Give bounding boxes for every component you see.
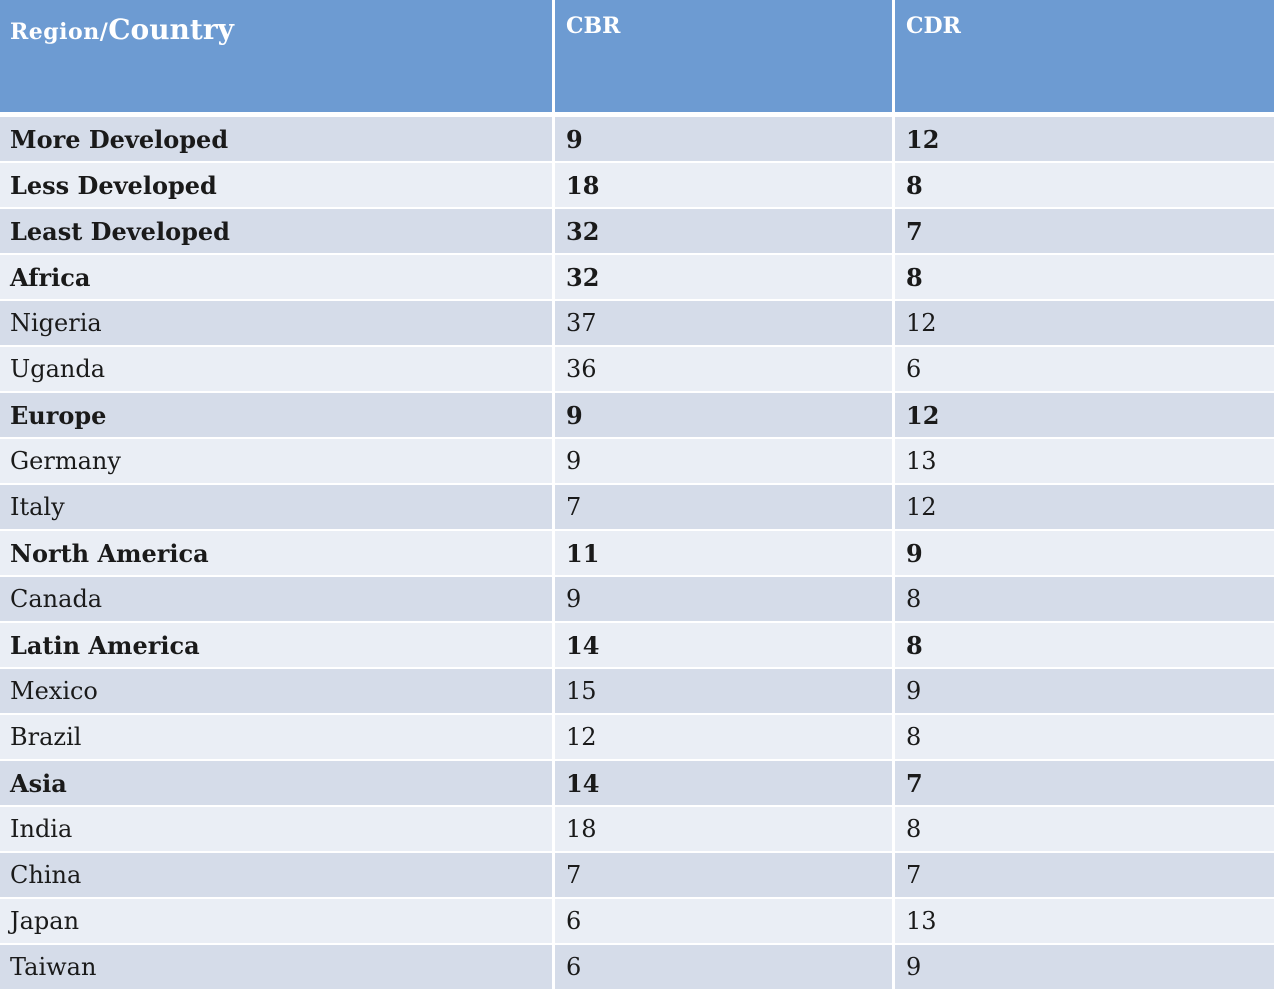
cdr-cell: 8 [895,807,1274,851]
cbr-cell: 32 [555,255,892,299]
region-country-cell: Latin America [0,623,552,667]
header-cell-cdr: CDR [895,0,1274,112]
cbr-cell: 18 [555,807,892,851]
cdr-cell: 8 [895,577,1274,621]
cdr-cell: 9 [895,669,1274,713]
region-country-cell: Nigeria [0,301,552,345]
region-country-cell: Mexico [0,669,552,713]
table-row: Germany 9 13 [0,439,1274,483]
region-country-cell: Asia [0,761,552,805]
cbr-cell: 36 [555,347,892,391]
region-country-cell: Europe [0,393,552,437]
table-row: Asia 14 7 [0,761,1274,805]
table-row: Least Developed 32 7 [0,209,1274,253]
cbr-cell: 9 [555,439,892,483]
cdr-cell: 13 [895,899,1274,943]
table-row: Less Developed 18 8 [0,163,1274,207]
header-region-label: Region/ [10,19,109,45]
region-country-cell: China [0,853,552,897]
cbr-cell: 12 [555,715,892,759]
header-cell-cbr: CBR [555,0,892,112]
cbr-cell: 6 [555,945,892,989]
table-row: Brazil 12 8 [0,715,1274,759]
region-country-cell: Italy [0,485,552,529]
table-row: More Developed 9 12 [0,117,1274,161]
table-row: North America 11 9 [0,531,1274,575]
cdr-cell: 8 [895,715,1274,759]
cdr-cell: 12 [895,301,1274,345]
region-country-cell: Least Developed [0,209,552,253]
cbr-cell: 32 [555,209,892,253]
header-cell-region-country: Region/Country [0,0,552,112]
region-country-cell: Brazil [0,715,552,759]
header-country-label: Country [108,13,234,46]
region-country-cell: More Developed [0,117,552,161]
table-row: China 7 7 [0,853,1274,897]
table-row: Nigeria 37 12 [0,301,1274,345]
region-country-cell: Less Developed [0,163,552,207]
cbr-cell: 7 [555,485,892,529]
cdr-cell: 7 [895,853,1274,897]
table-row: Canada 9 8 [0,577,1274,621]
cdr-cell: 13 [895,439,1274,483]
cbr-cell: 14 [555,761,892,805]
cdr-cell: 9 [895,531,1274,575]
cbr-cell: 9 [555,393,892,437]
cdr-cell: 8 [895,623,1274,667]
cbr-cell: 7 [555,853,892,897]
table-body: More Developed 9 12 Less Developed 18 8 … [0,117,1274,989]
region-country-cell: Taiwan [0,945,552,989]
table-row: Japan 6 13 [0,899,1274,943]
cdr-cell: 9 [895,945,1274,989]
table-row: Italy 7 12 [0,485,1274,529]
cdr-cell: 8 [895,163,1274,207]
table-row: Latin America 14 8 [0,623,1274,667]
region-country-cell: Uganda [0,347,552,391]
cdr-cell: 12 [895,393,1274,437]
table-header-row: Region/Country CBR CDR [0,0,1274,112]
region-country-cell: Japan [0,899,552,943]
cdr-cell: 8 [895,255,1274,299]
table-row: Europe 9 12 [0,393,1274,437]
region-country-cell: Canada [0,577,552,621]
region-country-cell: Africa [0,255,552,299]
cbr-cell: 18 [555,163,892,207]
table-row: Africa 32 8 [0,255,1274,299]
table-row: Mexico 15 9 [0,669,1274,713]
region-country-cell: India [0,807,552,851]
table-row: Uganda 36 6 [0,347,1274,391]
cdr-cell: 12 [895,485,1274,529]
region-country-cell: Germany [0,439,552,483]
cbr-cell: 15 [555,669,892,713]
table-row: India 18 8 [0,807,1274,851]
cdr-cell: 12 [895,117,1274,161]
cbr-cell: 6 [555,899,892,943]
cdr-cell: 7 [895,209,1274,253]
cbr-cell: 37 [555,301,892,345]
cbr-cell: 11 [555,531,892,575]
region-country-cell: North America [0,531,552,575]
cbr-cell: 14 [555,623,892,667]
cdr-cell: 6 [895,347,1274,391]
cbr-cell: 9 [555,577,892,621]
cdr-cell: 7 [895,761,1274,805]
cbr-cell: 9 [555,117,892,161]
table-row: Taiwan 6 9 [0,945,1274,989]
